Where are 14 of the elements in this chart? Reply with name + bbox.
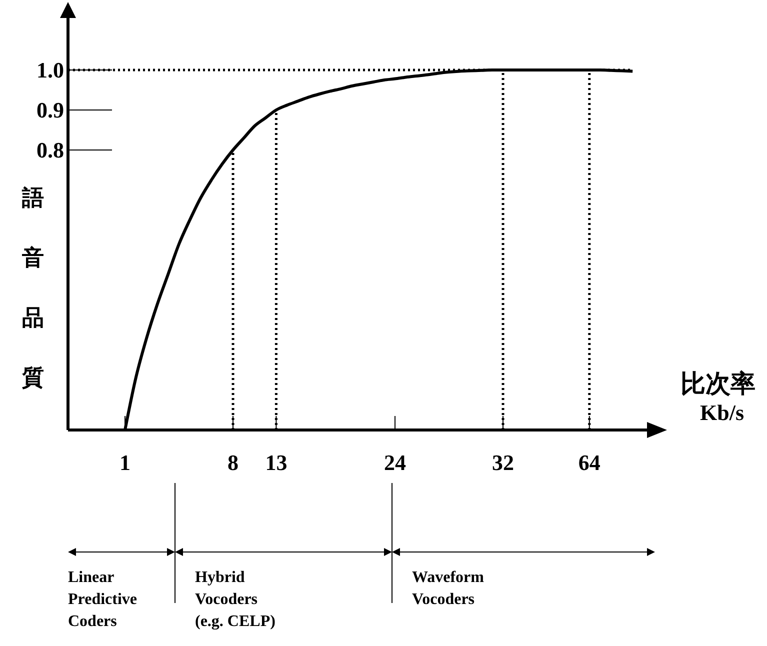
text: Hybrid Vocoders (e.g. CELP) (195, 569, 276, 630)
y-tick-label: 1.0 (36, 58, 64, 82)
x-tick-label: 24 (384, 450, 406, 475)
y-tick-label: 0.9 (36, 98, 64, 122)
x-tick-label: 1 (120, 450, 130, 475)
x-tick-label: 64 (578, 450, 600, 475)
y-tick-label: 0.8 (36, 138, 64, 162)
x-tick-label: 32 (492, 450, 514, 475)
text: Waveform Vocoders (412, 569, 485, 608)
text: 語音品質 (22, 186, 44, 391)
x-tick-label: 8 (228, 450, 238, 475)
text: Linear Predictive Coders (68, 569, 138, 630)
x-tick-label: 13 (265, 450, 288, 475)
x-axis-title: 比次率 Kb/s (680, 369, 756, 425)
